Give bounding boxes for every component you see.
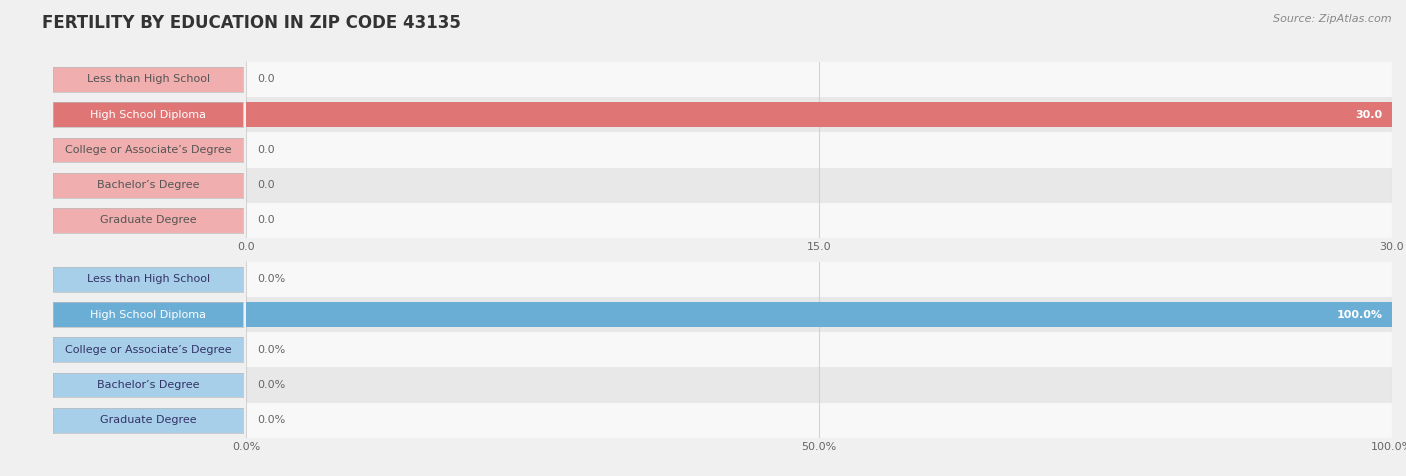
Text: High School Diploma: High School Diploma [90,309,207,320]
Bar [246,302,1392,327]
Text: Bachelor’s Degree: Bachelor’s Degree [97,380,200,390]
Text: College or Associate’s Degree: College or Associate’s Degree [65,145,232,155]
Text: Source: ZipAtlas.com: Source: ZipAtlas.com [1274,14,1392,24]
Text: High School Diploma: High School Diploma [90,109,207,120]
Text: 0.0%: 0.0% [257,380,285,390]
Text: Graduate Degree: Graduate Degree [100,215,197,226]
Text: 0.0: 0.0 [257,215,276,226]
Text: Graduate Degree: Graduate Degree [100,415,197,426]
Text: FERTILITY BY EDUCATION IN ZIP CODE 43135: FERTILITY BY EDUCATION IN ZIP CODE 43135 [42,14,461,32]
Bar [246,403,1392,438]
Bar [246,132,1392,168]
Bar [246,97,1392,132]
Bar [246,203,1392,238]
Bar [246,262,1392,297]
Bar [246,102,1392,128]
Text: Bachelor’s Degree: Bachelor’s Degree [97,180,200,190]
Text: 30.0: 30.0 [1355,109,1382,120]
Text: 0.0%: 0.0% [257,415,285,426]
Bar [246,62,1392,97]
Bar [246,332,1392,367]
Text: 100.0%: 100.0% [1337,309,1382,320]
Bar [246,168,1392,203]
Bar [246,297,1392,332]
Text: 0.0%: 0.0% [257,345,285,355]
Text: College or Associate’s Degree: College or Associate’s Degree [65,345,232,355]
Text: Less than High School: Less than High School [87,74,209,85]
Bar [246,367,1392,403]
Text: 0.0: 0.0 [257,145,276,155]
Text: 0.0%: 0.0% [257,274,285,285]
Text: 0.0: 0.0 [257,180,276,190]
Text: 0.0: 0.0 [257,74,276,85]
Text: Less than High School: Less than High School [87,274,209,285]
